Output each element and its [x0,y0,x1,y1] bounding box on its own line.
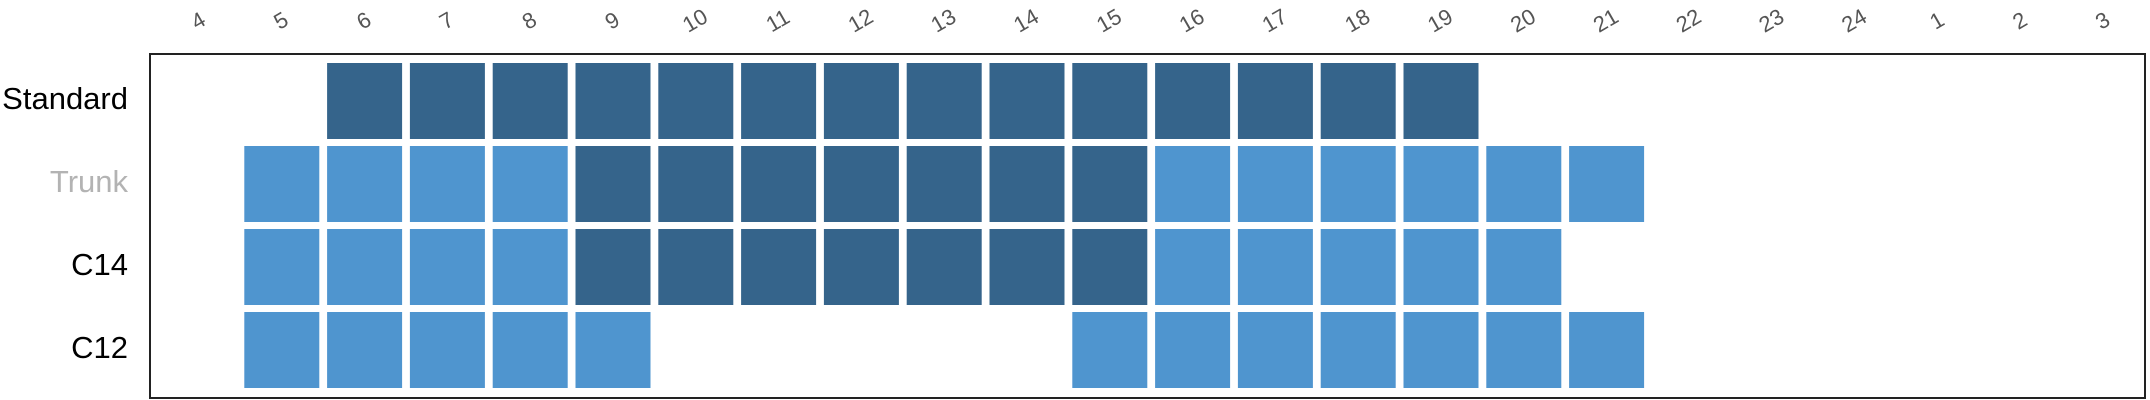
heatmap-cell [575,229,651,305]
heatmap-cell [327,312,403,388]
x-tick-label: 16 [1175,4,1209,38]
heatmap-cell [575,312,651,388]
heatmap-cell [989,229,1065,305]
heatmap-cell [1569,312,1645,388]
heatmap-cell [327,63,403,139]
x-tick-label: 9 [601,7,624,35]
heatmap-cell [823,229,899,305]
x-tick-label: 4 [187,7,210,35]
heatmap-cell [409,63,485,139]
heatmap-cell [492,63,568,139]
heatmap-cell [1072,312,1148,388]
x-tick-label: 21 [1589,4,1623,38]
x-tick-label: 11 [762,4,794,37]
heatmap-cell [658,229,734,305]
heatmap-cell [906,63,982,139]
heatmap-cell [1569,146,1645,222]
heatmap-cell [1320,229,1396,305]
x-tick-label: 22 [1672,4,1706,38]
heatmap-cell [575,146,651,222]
heatmap-cell [492,146,568,222]
x-tick-label: 6 [352,7,375,35]
heatmap-cell [244,146,320,222]
heatmap-cell [1237,146,1313,222]
heatmap-cell [244,229,320,305]
heatmap-cell [1155,229,1231,305]
heatmap-cell [1486,229,1562,305]
heatmap-cell [989,63,1065,139]
heatmap-cell [1403,312,1479,388]
x-tick-label: 3 [2091,7,2114,35]
heatmap-cell [1403,146,1479,222]
x-tick-label: 14 [1009,4,1043,38]
x-tick-label: 5 [269,7,292,35]
x-tick-label: 19 [1423,4,1457,38]
x-tick-label: 23 [1755,4,1789,38]
heatmap-cell [906,229,982,305]
heatmap-cell [492,229,568,305]
row-label: C12 [71,330,128,365]
x-tick-label: 24 [1837,4,1871,38]
heatmap-cell [1155,63,1231,139]
cells-layer [244,63,1645,388]
x-tick-label: 2 [2008,7,2031,35]
x-tick-label: 15 [1092,4,1126,38]
heatmap-cell [1072,229,1148,305]
heatmap-cell [1320,312,1396,388]
x-tick-label: 8 [518,7,541,35]
heatmap-cell [1320,146,1396,222]
heatmap-cell [823,63,899,139]
heatmap-cell [1320,63,1396,139]
heatmap-cell [1403,63,1479,139]
heatmap-cell [327,146,403,222]
x-tick-label: 17 [1258,4,1292,38]
row-label: Standard [2,81,128,116]
x-tick-label: 12 [844,4,878,38]
heatmap-cell [741,146,817,222]
heatmap-cell [1237,63,1313,139]
x-tick-label: 7 [435,7,458,35]
heatmap-cell [1155,146,1231,222]
heatmap-cell [1403,229,1479,305]
row-label: Trunk [50,164,129,199]
heatmap-cell [492,312,568,388]
heatmap-cell [741,229,817,305]
x-tick-label: 10 [678,4,712,38]
heatmap-cell [658,146,734,222]
heatmap-cell [409,312,485,388]
plot-frame [149,53,2146,399]
row-labels: Standard Trunk C14 C12 [2,81,128,365]
heatmap-cell [741,63,817,139]
heatmap-cell [1155,312,1231,388]
heatmap-cell [1237,229,1313,305]
x-tick-label: 1 [1925,7,1948,35]
x-tick-label: 20 [1506,4,1540,38]
heatmap-cell [906,146,982,222]
heatmap-cell [658,63,734,139]
heatmap-cell [989,146,1065,222]
heatmap-cell [823,146,899,222]
x-tick-label: 13 [927,4,961,38]
row-label: C14 [71,247,128,282]
heatmap-cell [327,229,403,305]
x-tick-label: 18 [1341,4,1375,38]
heatmap-cell [1486,146,1562,222]
heatmap-cell [1072,63,1148,139]
heatmap-cell [1072,146,1148,222]
heatmap-cell [1486,312,1562,388]
heatmap-cell [575,63,651,139]
x-axis-tick-labels: 4 5 6 7 8 9 10 11 12 13 14 15 16 17 18 19 20 21 22 23 24 1 2 3 [187,4,2115,38]
heatmap-cell [1237,312,1313,388]
heatmap-cell [409,229,485,305]
heatmap-cell [409,146,485,222]
heatmap-cell [244,312,320,388]
